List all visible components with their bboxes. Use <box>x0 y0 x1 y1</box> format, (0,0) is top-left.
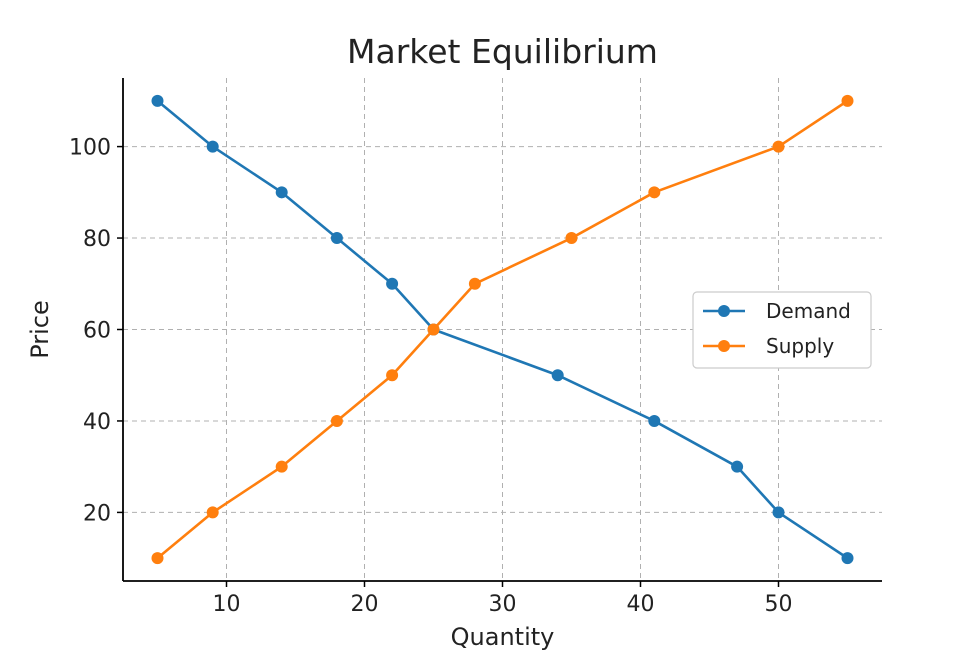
ticks: 10 20 30 40 50 20 40 60 80 100 <box>69 136 793 617</box>
supply-point <box>427 323 440 336</box>
demand-point <box>551 369 564 382</box>
supply-point <box>275 460 288 473</box>
legend-entries: Demand Supply <box>703 299 851 358</box>
x-tick-label: 50 <box>765 592 793 617</box>
legend: Demand Supply <box>692 291 872 369</box>
x-tick-label: 30 <box>489 592 517 617</box>
demand-point <box>731 460 744 473</box>
supply-point <box>648 186 661 199</box>
series-area <box>151 94 854 565</box>
legend-entry-supply: Supply <box>703 334 834 358</box>
demand-point <box>275 186 288 199</box>
demand-point <box>386 277 399 290</box>
chart-title: Market Equilibrium <box>347 32 658 71</box>
supply-point <box>330 414 343 427</box>
legend-entry-demand: Demand <box>703 299 851 323</box>
x-tick-label: 40 <box>627 592 655 617</box>
y-tick-label: 100 <box>69 136 111 161</box>
y-axis-label: Price <box>26 300 54 359</box>
demand-point <box>648 414 661 427</box>
demand-point <box>206 140 219 153</box>
x-axis-label: Quantity <box>451 623 555 651</box>
demand-point <box>330 232 343 245</box>
supply-point <box>386 369 399 382</box>
x-tick-label: 10 <box>213 592 241 617</box>
supply-point <box>841 94 854 107</box>
x-tick-label: 20 <box>351 592 379 617</box>
supply-point <box>565 232 578 245</box>
demand-point <box>151 94 164 107</box>
supply-point <box>151 552 164 565</box>
y-tick-label: 80 <box>83 227 111 252</box>
supply-point <box>206 506 219 519</box>
legend-marker <box>718 340 730 352</box>
supply-point <box>772 140 785 153</box>
y-tick-label: 60 <box>83 319 111 344</box>
legend-label: Supply <box>766 334 834 358</box>
demand-point <box>841 552 854 565</box>
y-tick-label: 20 <box>83 501 111 526</box>
legend-marker <box>718 305 730 317</box>
demand-point <box>772 506 785 519</box>
legend-label: Demand <box>766 299 851 323</box>
supply-point <box>468 277 481 290</box>
y-tick-label: 40 <box>83 410 111 435</box>
series-supply <box>151 94 854 565</box>
